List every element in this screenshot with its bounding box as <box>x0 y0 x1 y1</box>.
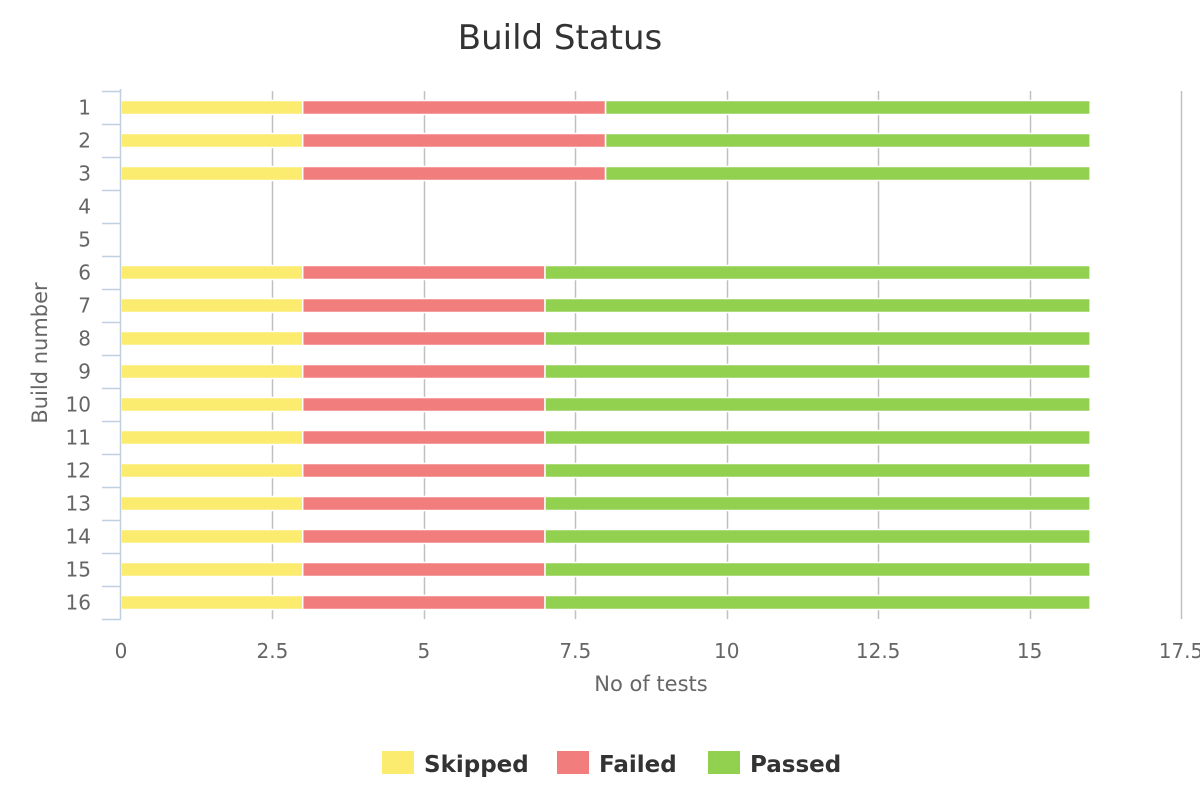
bar-passed <box>544 396 1091 413</box>
bar-skipped <box>120 495 304 512</box>
bar-passed <box>604 132 1091 149</box>
y-tick-label: 7 <box>78 294 91 318</box>
bar-skipped <box>120 396 304 413</box>
x-axis-title: No of tests <box>594 672 707 696</box>
y-axis-title: Build number <box>28 282 52 424</box>
bar-failed <box>301 561 546 578</box>
y-tick-label: 3 <box>78 162 91 186</box>
bar-failed <box>301 528 546 545</box>
bar-skipped <box>120 297 304 314</box>
bar-failed <box>301 99 607 116</box>
legend-item-failed: Failed <box>557 751 677 778</box>
y-tick-label: 15 <box>66 558 91 582</box>
y-tick-label: 8 <box>78 327 91 351</box>
bar-passed <box>604 165 1091 182</box>
bar-failed <box>301 396 546 413</box>
legend-label: Passed <box>750 752 841 778</box>
bar-passed <box>544 264 1091 281</box>
x-tick-label: 7.5 <box>559 639 591 663</box>
bar-failed <box>301 132 607 149</box>
bar-passed <box>544 528 1091 545</box>
legend-item-passed: Passed <box>708 751 841 778</box>
x-tick-label: 15 <box>1017 639 1042 663</box>
bar-skipped <box>120 528 304 545</box>
bar-passed <box>544 363 1091 380</box>
x-tick-label: 10 <box>714 639 739 663</box>
bar-failed <box>301 330 546 347</box>
bar-skipped <box>120 99 304 116</box>
bar-failed <box>301 165 607 182</box>
x-tick-label: 17.5 <box>1159 639 1200 663</box>
bar-failed <box>301 429 546 446</box>
bar-passed <box>604 99 1091 116</box>
bar-passed <box>544 561 1091 578</box>
chart-title: Build Status <box>458 18 663 58</box>
legend-label: Skipped <box>424 752 529 778</box>
legend-item-skipped: Skipped <box>382 751 529 778</box>
bar-failed <box>301 495 546 512</box>
legend-label: Failed <box>599 752 677 778</box>
y-tick-label: 9 <box>78 360 91 384</box>
bar-passed <box>544 297 1091 314</box>
bar-passed <box>544 495 1091 512</box>
y-tick-label: 13 <box>66 492 91 516</box>
bar-skipped <box>120 330 304 347</box>
bar-skipped <box>120 363 304 380</box>
y-tick-label: 6 <box>78 261 91 285</box>
y-tick-label: 14 <box>66 525 91 549</box>
bar-failed <box>301 363 546 380</box>
x-tick-label: 0 <box>115 639 128 663</box>
bar-skipped <box>120 429 304 446</box>
axes: 0 2.5 5 7.5 10 12.5 15 17.512345678910111213141… <box>66 89 1200 663</box>
y-tick-label: 12 <box>66 459 91 483</box>
bar-passed <box>544 330 1091 347</box>
x-tick-label: 5 <box>417 639 430 663</box>
y-tick-label: 1 <box>78 96 91 120</box>
legend-swatch <box>557 751 589 774</box>
bar-passed <box>544 462 1091 479</box>
y-tick-label: 16 <box>66 591 91 615</box>
bar-failed <box>301 462 546 479</box>
bar-passed <box>544 594 1091 611</box>
bar-skipped <box>120 561 304 578</box>
bar-skipped <box>120 594 304 611</box>
bar-failed <box>301 264 546 281</box>
y-tick-label: 2 <box>78 129 91 153</box>
y-tick-label: 11 <box>66 426 91 450</box>
y-tick-label: 10 <box>66 393 91 417</box>
bars <box>120 99 1091 611</box>
bar-skipped <box>120 132 304 149</box>
y-tick-label: 4 <box>78 195 91 219</box>
bar-failed <box>301 594 546 611</box>
bar-skipped <box>120 264 304 281</box>
x-tick-label: 2.5 <box>257 639 289 663</box>
legend-swatch <box>382 751 414 774</box>
x-tick-label: 12.5 <box>856 639 901 663</box>
y-tick-label: 5 <box>78 228 91 252</box>
legend-swatch <box>708 751 740 774</box>
legend: Skipped Failed Passed <box>382 751 841 778</box>
bar-skipped <box>120 462 304 479</box>
bar-skipped <box>120 165 304 182</box>
bar-passed <box>544 429 1091 446</box>
bar-failed <box>301 297 546 314</box>
